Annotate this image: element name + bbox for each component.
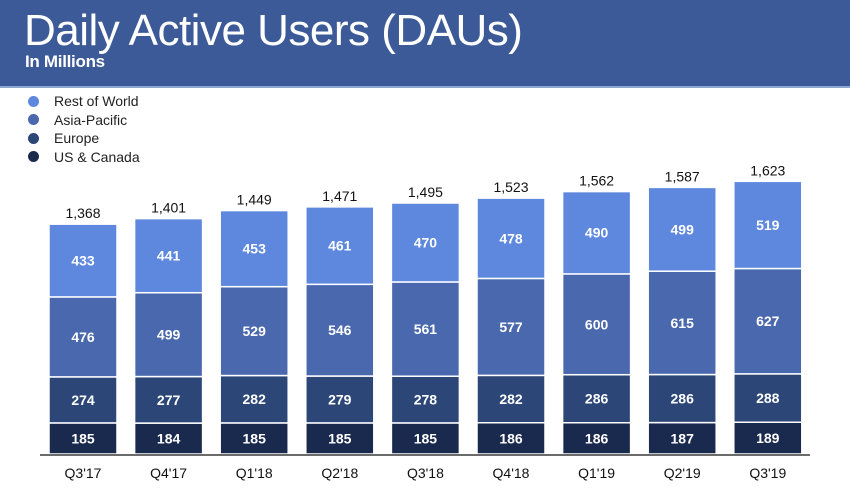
segment-value-label: 519 <box>756 217 780 233</box>
segment-value-label: 185 <box>414 430 438 446</box>
segment-value-label: 615 <box>671 315 695 331</box>
segment-value-label: 189 <box>756 430 780 446</box>
bar-segment-europe <box>561 373 632 424</box>
bar-total-label: 1,495 <box>408 184 443 200</box>
bar-total-label: 1,449 <box>237 192 272 208</box>
chart-subtitle: In Millions <box>25 52 105 71</box>
bar-total-label: 1,401 <box>151 200 186 216</box>
segment-value-label: 282 <box>499 391 523 407</box>
bar-segment-europe <box>219 374 289 424</box>
segment-value-label: 529 <box>243 323 267 339</box>
segment-value-label: 546 <box>328 322 352 338</box>
bar-total-label: 1,562 <box>579 173 614 189</box>
bar-segment-asia-pacific <box>647 270 717 376</box>
x-tick-label: Q4'17 <box>150 465 187 481</box>
segment-value-label: 461 <box>328 238 352 254</box>
bar-segment-europe <box>305 375 375 424</box>
segment-value-label: 185 <box>71 430 95 446</box>
bar-segment-rest-of-world <box>219 209 289 288</box>
segment-value-label: 561 <box>414 321 438 337</box>
segment-value-label: 627 <box>756 313 780 329</box>
bar-segment-asia-pacific <box>390 281 461 377</box>
segment-value-label: 184 <box>157 431 181 447</box>
bar-segment-rest-of-world <box>476 197 546 280</box>
segment-value-label: 278 <box>414 392 438 408</box>
segment-value-label: 490 <box>585 225 609 241</box>
x-tick-label: Q2'19 <box>664 465 701 481</box>
legend-item-europe: Europe <box>28 129 140 148</box>
bar-segment-asia-pacific <box>476 277 546 377</box>
segment-value-label: 577 <box>499 319 523 335</box>
bar-segment-rest-of-world <box>305 206 375 286</box>
segment-value-label: 499 <box>157 327 181 343</box>
legend-marker-icon <box>28 114 39 126</box>
bar-segment-europe <box>733 373 803 423</box>
legend-item-us-canada: US & Canada <box>28 148 140 167</box>
segment-value-label: 185 <box>328 430 352 446</box>
bar-total-label: 1,623 <box>750 162 785 178</box>
header-banner: Daily Active Users (DAUs) In Millions <box>0 0 850 88</box>
segment-value-label: 282 <box>243 391 267 407</box>
x-tick-label: Q1'18 <box>236 465 273 481</box>
segment-value-label: 186 <box>499 430 523 446</box>
chart-title: Daily Active Users (DAUs) <box>24 6 523 55</box>
segment-value-label: 476 <box>71 329 95 345</box>
segment-value-label: 499 <box>671 221 695 237</box>
segment-value-label: 433 <box>71 253 95 269</box>
bar-segment-rest-of-world <box>48 223 118 298</box>
legend-label: Europe <box>54 130 100 147</box>
segment-value-label: 286 <box>585 391 609 407</box>
bar-segment-rest-of-world <box>390 202 461 283</box>
legend-marker-icon <box>28 95 39 107</box>
bar-segment-asia-pacific <box>48 296 118 378</box>
segment-value-label: 441 <box>157 248 181 264</box>
segment-value-label: 186 <box>585 430 609 446</box>
segment-value-label: 277 <box>157 392 181 408</box>
bar-total-label: 1,523 <box>493 179 528 195</box>
bar-segment-us-canada <box>390 422 461 455</box>
bar-segment-us-canada <box>219 422 289 455</box>
bar-segment-rest-of-world <box>133 217 204 294</box>
bar-segment-us-canada <box>647 421 717 455</box>
legend-marker-icon <box>28 151 39 163</box>
x-tick-label: Q4'18 <box>493 465 530 481</box>
segment-value-label: 185 <box>243 430 267 446</box>
bar-segment-rest-of-world <box>733 180 803 270</box>
x-tick-label: Q3'17 <box>65 465 102 481</box>
segment-value-label: 453 <box>243 241 267 257</box>
bar-segment-asia-pacific <box>219 285 289 377</box>
segment-value-label: 600 <box>585 316 609 332</box>
legend-label: Asia-Pacific <box>54 111 128 128</box>
bar-segment-us-canada <box>561 422 632 455</box>
legend-item-asia-pacific: Asia-Pacific <box>28 111 140 130</box>
legend-label: US & Canada <box>54 148 140 165</box>
legend: Rest of World Asia-Pacific Europe US & C… <box>28 92 140 166</box>
segment-value-label: 288 <box>756 390 780 406</box>
segment-value-label: 286 <box>671 391 695 407</box>
bar-segment-asia-pacific <box>305 283 375 377</box>
legend-item-rest-of-world: Rest of World <box>28 92 140 111</box>
segment-value-label: 279 <box>328 391 352 407</box>
x-tick-label: Q3'18 <box>407 465 444 481</box>
x-tick-label: Q3'19 <box>749 465 786 481</box>
segment-value-label: 470 <box>414 234 438 250</box>
bar-total-label: 1,368 <box>65 205 100 221</box>
bar-segment-rest-of-world <box>561 190 632 275</box>
segment-value-label: 478 <box>499 230 523 246</box>
legend-marker-icon <box>28 132 39 144</box>
segment-value-label: 274 <box>71 392 95 408</box>
x-tick-label: Q1'19 <box>578 465 615 481</box>
bar-total-label: 1,471 <box>322 188 357 204</box>
segment-value-label: 187 <box>671 430 695 446</box>
bar-segment-asia-pacific <box>733 267 803 375</box>
legend-label: Rest of World <box>54 93 139 110</box>
bar-segment-europe <box>133 375 204 424</box>
bar-total-label: 1,587 <box>665 168 700 184</box>
bar-segment-europe <box>647 373 717 424</box>
bar-segment-us-canada <box>133 422 204 455</box>
bar-segment-us-canada <box>305 422 375 455</box>
x-tick-label: Q2'18 <box>321 465 358 481</box>
bar-segment-rest-of-world <box>647 186 717 272</box>
